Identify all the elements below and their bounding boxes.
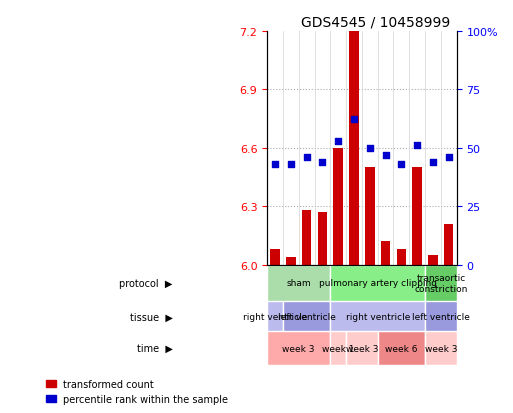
FancyBboxPatch shape [267, 332, 330, 365]
Point [429, 159, 437, 166]
Bar [333, 148, 343, 265]
FancyBboxPatch shape [346, 332, 378, 365]
Bar [397, 249, 406, 265]
Text: week 3: week 3 [425, 344, 457, 353]
Point [271, 161, 279, 168]
Point [382, 152, 390, 159]
Point [287, 161, 295, 168]
FancyBboxPatch shape [267, 301, 283, 332]
FancyBboxPatch shape [425, 301, 457, 332]
Point [319, 159, 327, 166]
Text: left ventricle: left ventricle [412, 312, 470, 321]
Bar [381, 242, 390, 265]
Text: right ventricle: right ventricle [243, 312, 307, 321]
FancyBboxPatch shape [267, 265, 330, 301]
FancyBboxPatch shape [330, 332, 346, 365]
Text: week 3: week 3 [283, 344, 315, 353]
FancyBboxPatch shape [425, 265, 457, 301]
Bar [270, 249, 280, 265]
Bar [428, 255, 438, 265]
FancyBboxPatch shape [283, 301, 330, 332]
Text: tissue  ▶: tissue ▶ [130, 312, 172, 322]
Text: transaortic
constriction: transaortic constriction [414, 273, 467, 293]
Bar [318, 212, 327, 265]
Bar [302, 211, 311, 265]
Text: protocol  ▶: protocol ▶ [119, 278, 172, 288]
Text: sham: sham [286, 279, 311, 288]
Bar [444, 224, 453, 265]
Point [445, 154, 453, 161]
Point [334, 138, 342, 145]
FancyBboxPatch shape [425, 332, 457, 365]
Text: left ventricle: left ventricle [278, 312, 336, 321]
Point [350, 117, 358, 123]
Point [366, 145, 374, 152]
Text: time  ▶: time ▶ [136, 343, 172, 353]
Text: pulmonary artery clipping: pulmonary artery clipping [319, 279, 437, 288]
Text: GDS4545 / 10458999: GDS4545 / 10458999 [301, 15, 450, 29]
FancyBboxPatch shape [378, 332, 425, 365]
Bar [365, 168, 374, 265]
Legend: transformed count, percentile rank within the sample: transformed count, percentile rank withi… [46, 379, 228, 404]
Text: week 3: week 3 [346, 344, 378, 353]
Text: week 6: week 6 [385, 344, 418, 353]
Text: week 1: week 1 [322, 344, 354, 353]
Bar [286, 257, 295, 265]
Bar [412, 168, 422, 265]
Point [413, 142, 421, 149]
Bar [349, 31, 359, 265]
FancyBboxPatch shape [330, 301, 425, 332]
Text: right ventricle: right ventricle [346, 312, 410, 321]
Point [397, 161, 405, 168]
Point [303, 154, 311, 161]
FancyBboxPatch shape [330, 265, 425, 301]
